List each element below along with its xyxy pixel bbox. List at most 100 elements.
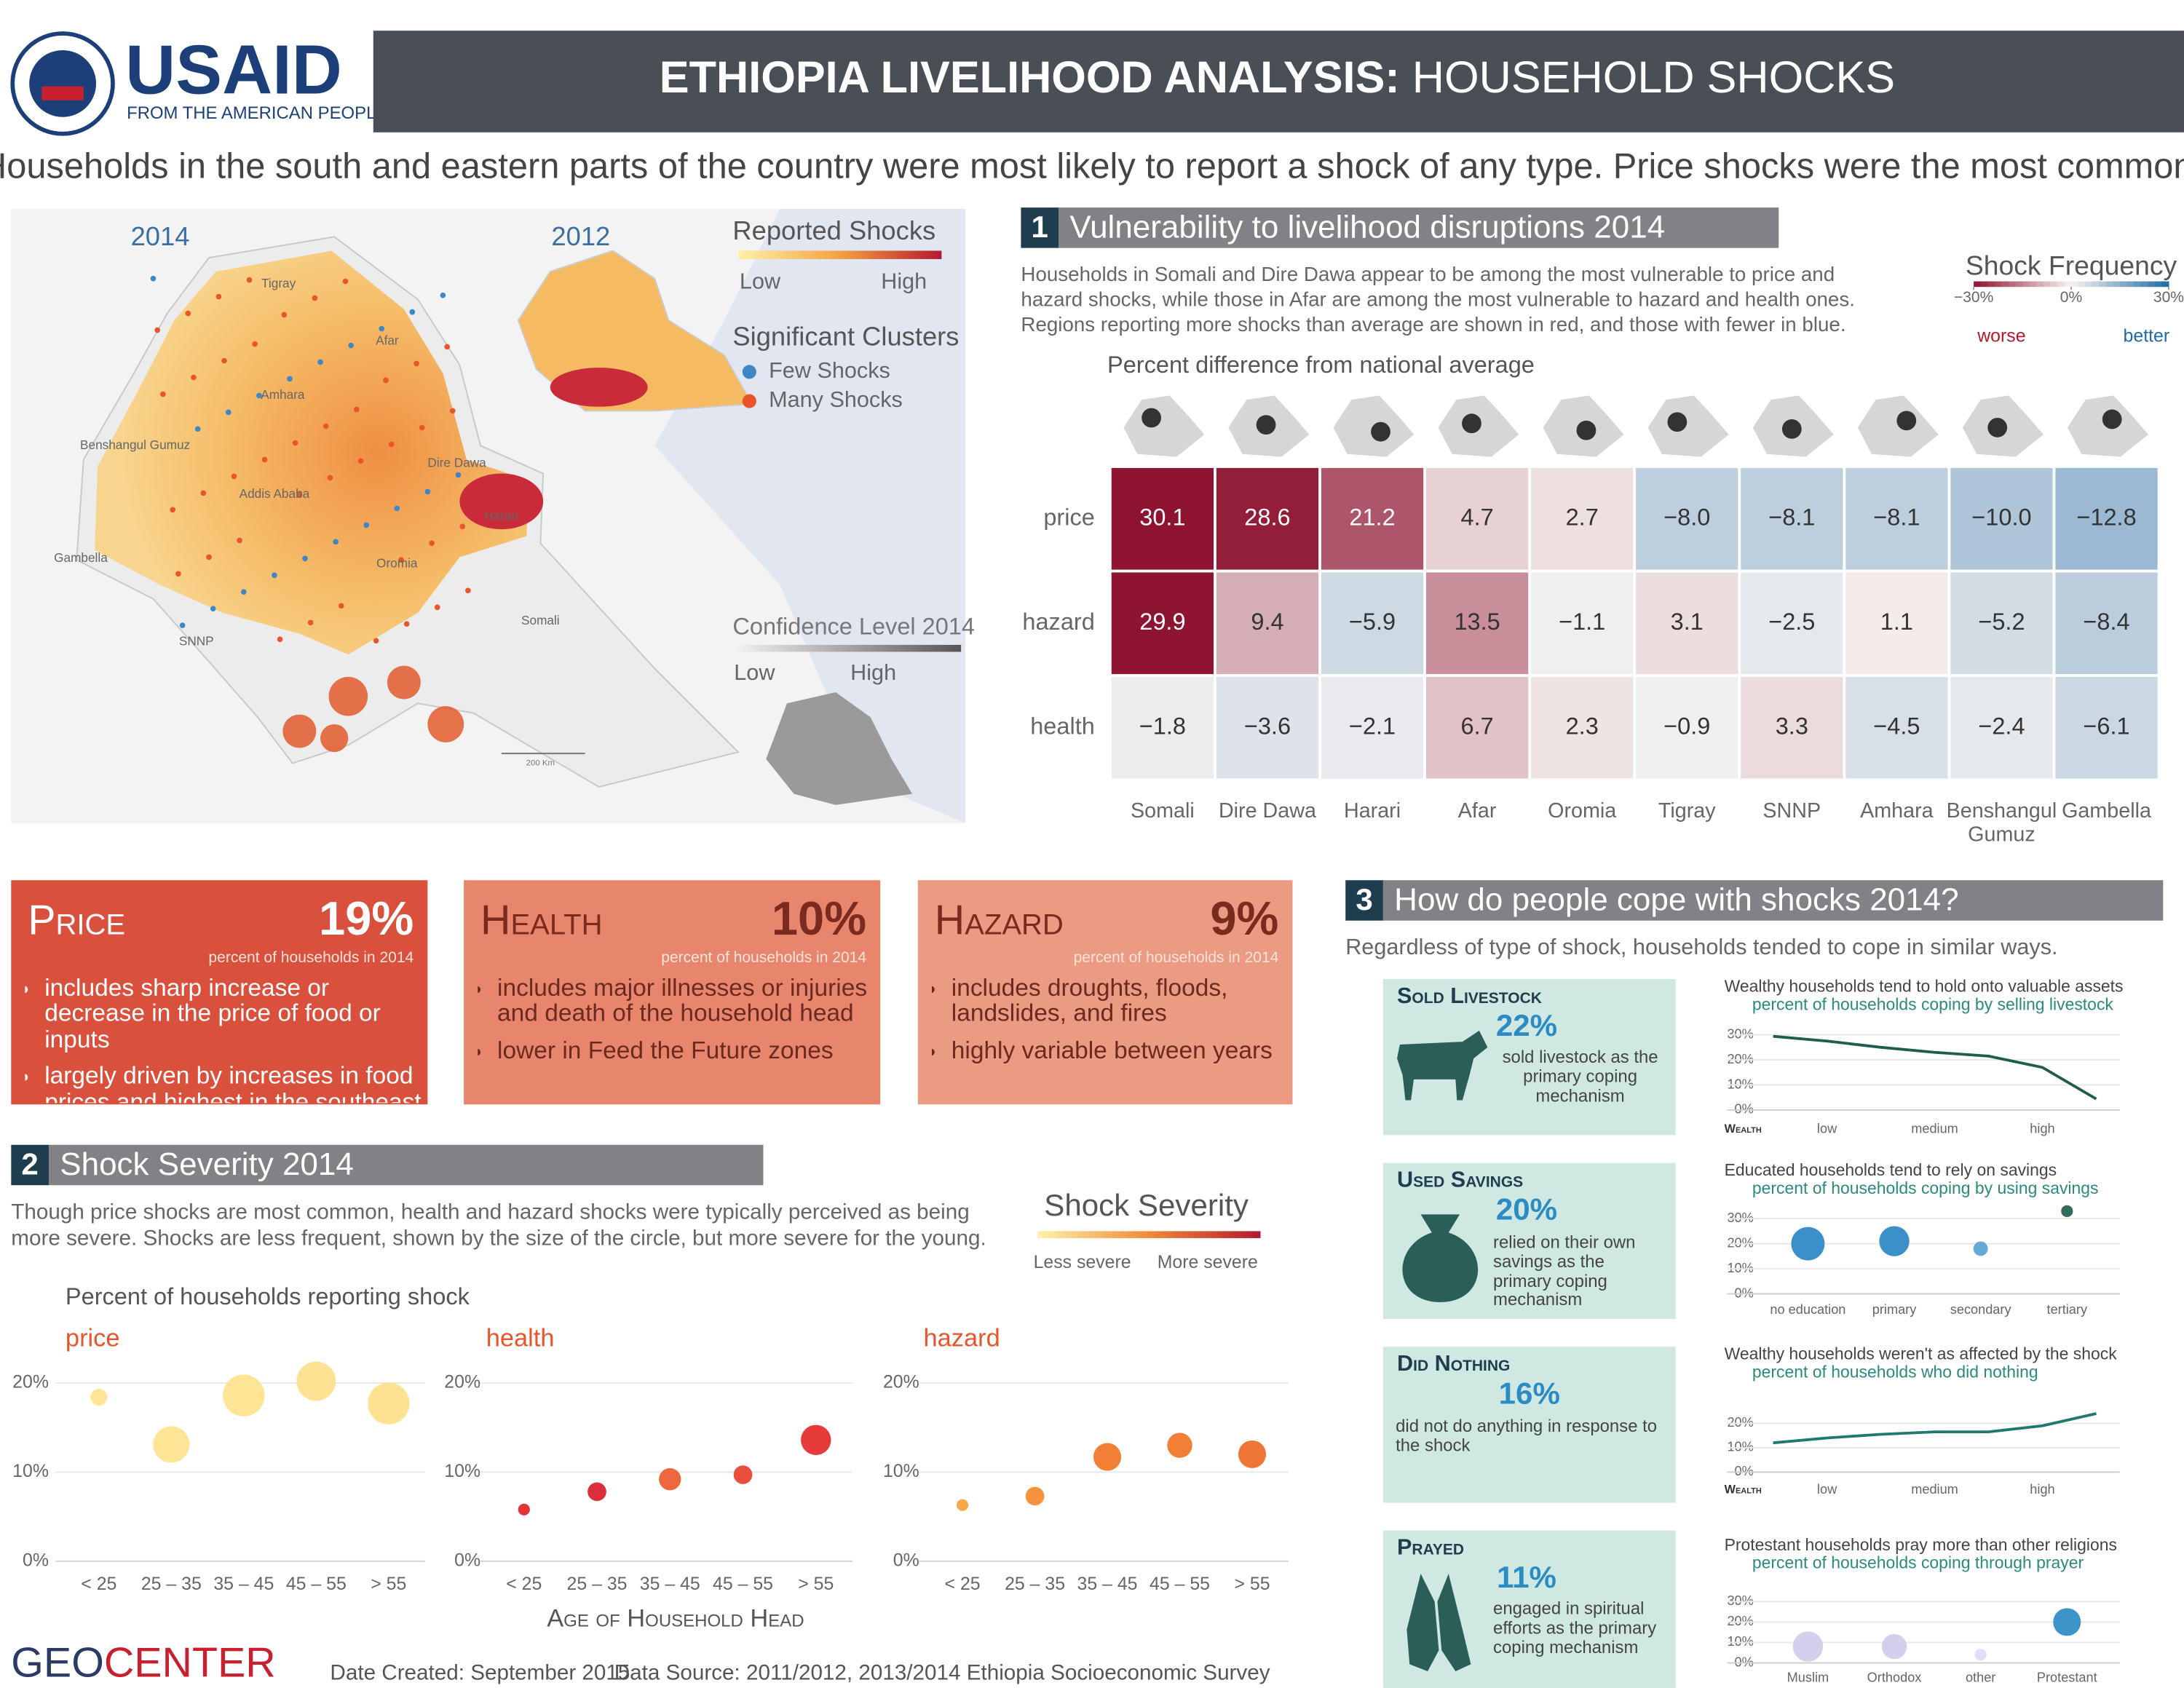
card-percent: 10%	[772, 892, 866, 945]
legend-swatch	[2078, 281, 2086, 288]
section-title: Shock Severity 2014	[60, 1146, 354, 1182]
section-number: 3	[1356, 882, 1372, 916]
legend-swatch	[2134, 281, 2142, 288]
y-tick-label: 20%	[1727, 1235, 1753, 1250]
x-tick-label: 45 – 55	[713, 1574, 773, 1594]
legend-swatch	[1980, 281, 1988, 288]
bubble	[801, 1425, 831, 1455]
column-label: Somali	[1131, 801, 1195, 823]
legend-swatch	[2001, 281, 2009, 288]
region-label: Amhara	[261, 387, 305, 402]
x-tick-label: primary	[1872, 1302, 1917, 1317]
y-tick-label: 10%	[444, 1461, 480, 1481]
confidence-gradient	[735, 644, 962, 652]
cluster-dot-many	[221, 357, 227, 364]
section-bar	[1382, 880, 2164, 921]
legend-high: High	[881, 269, 927, 294]
legend-low: worse	[1977, 326, 2025, 346]
mini-map-region	[2102, 409, 2122, 429]
column-label: Oromia	[1548, 801, 1617, 823]
coping-text: did not do anything in response to the s…	[1396, 1417, 1658, 1455]
x-tick-label: Orthodox	[1867, 1670, 1922, 1684]
heatmap-cell	[2055, 467, 2158, 570]
coping-title: Prayed	[1397, 1535, 1464, 1560]
cluster-dot-many	[206, 554, 212, 560]
section-number-box	[11, 1144, 49, 1186]
heatmap-cell	[1741, 467, 1843, 570]
x-tick-label: low	[1817, 1482, 1837, 1497]
cluster-dot-many	[185, 310, 191, 317]
cell-label: −1.1	[1559, 609, 1605, 635]
column-label: Afar	[1457, 801, 1497, 823]
cell-label: −4.5	[1873, 713, 1920, 739]
column-label-box: Dire Dawa	[1219, 801, 1316, 823]
mini-chart-title: Wealthy households weren't as affected b…	[1725, 1344, 2118, 1363]
section-description: Regardless of type of shock, households …	[1345, 935, 2057, 959]
region-label: Addis Ababa	[240, 486, 310, 501]
x-tick-label: < 25	[945, 1574, 981, 1594]
y-tick-label: 0%	[893, 1550, 919, 1570]
cell-label: −5.2	[1978, 609, 2025, 635]
cluster-dot-few	[440, 292, 446, 298]
heatmap-cell	[1845, 467, 1948, 570]
coping-text: sold livestock as the primary coping mec…	[1502, 1048, 1658, 1106]
y-tick-label: 20%	[12, 1371, 49, 1392]
cell-label: −3.6	[1244, 713, 1291, 739]
mini-chart-subtitle: percent of households who did nothing	[1752, 1363, 2038, 1382]
cluster-dot-few	[394, 505, 400, 512]
legend-swatch	[2092, 281, 2100, 288]
severity-gradient	[1037, 1231, 1261, 1238]
cluster-dot-many	[175, 571, 181, 577]
y-tick-label: 0%	[1735, 1655, 1754, 1669]
x-tick-label: 25 – 35	[1005, 1574, 1065, 1594]
cluster-dot-many	[357, 458, 364, 464]
cell-label: −8.0	[1663, 504, 1710, 530]
legend-title: Significant Clusters	[732, 322, 959, 352]
coping-percent: 20%	[1496, 1192, 1557, 1227]
legend-swatch	[2085, 281, 2093, 288]
legend-swatch	[2057, 281, 2065, 288]
cluster-dot-many	[312, 295, 318, 301]
y-tick-label: 0%	[454, 1550, 480, 1570]
cluster-dot-few	[348, 342, 354, 349]
column-label-box: Gambella	[2062, 801, 2151, 823]
panel-title: price	[66, 1325, 120, 1352]
hotspot	[328, 676, 368, 716]
cluster-dot-many	[459, 523, 466, 530]
hotspot	[282, 714, 317, 748]
legend-few: Few Shocks	[769, 358, 890, 383]
bubble	[223, 1374, 265, 1416]
y-tick-label: 10%	[12, 1461, 49, 1481]
logo-geo: GEO	[11, 1639, 104, 1686]
card-percent: 9%	[1210, 892, 1278, 945]
y-tick-label: 10%	[1727, 1634, 1753, 1649]
bullet-list: includes sharp increase or decrease in t…	[25, 975, 422, 1103]
y-tick-label: 30%	[1727, 1026, 1753, 1041]
section-bar	[48, 1144, 764, 1186]
x-tick-label: Protestant	[2037, 1670, 2097, 1684]
title-bold: ETHIOPIA LIVELIHOOD ANALYSIS:	[660, 52, 1400, 102]
cluster-dot-few	[363, 522, 370, 528]
heatmap-cell	[1636, 676, 1738, 779]
cluster-dot-many	[231, 473, 237, 480]
cluster-dot-many	[307, 619, 314, 626]
bubble	[2061, 1205, 2073, 1217]
column-label-box: Benshangul Gumuz	[1947, 801, 2057, 846]
heatmap-cell	[1321, 676, 1424, 779]
card-bullets: includes droughts, floods, landslides, a…	[932, 975, 1287, 1103]
bullet: lower in Feed the Future zones	[497, 1037, 874, 1063]
column-label-box: SNNP	[1762, 801, 1821, 823]
bubble	[1974, 1649, 1987, 1661]
cluster-dot-few	[409, 309, 416, 315]
cluster-dot-few	[225, 409, 232, 416]
legend-tick-label: 30%	[2153, 289, 2184, 306]
cell-label: −2.1	[1349, 713, 1396, 739]
region-label: SNNP	[179, 634, 214, 649]
map-year: 2012	[551, 221, 610, 251]
card-note: percent of households in 2014	[208, 949, 414, 966]
bullet-list: includes droughts, floods, landslides, a…	[932, 975, 1287, 1063]
coping-text: relied on their own savings as the prima…	[1493, 1234, 1636, 1310]
cluster-dot-many	[465, 587, 471, 594]
bubble	[659, 1467, 681, 1491]
heatmap-cell	[1531, 572, 1634, 675]
